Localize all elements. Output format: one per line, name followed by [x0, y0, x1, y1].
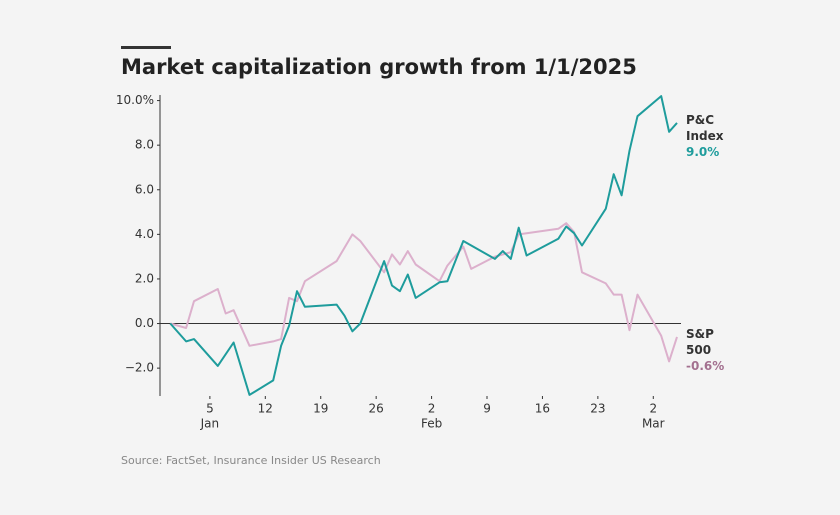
chart-title: Market capitalization growth from 1/1/20… [121, 55, 637, 79]
x-tick-label: 2 [428, 402, 436, 416]
legend-entry: S&P 500 [686, 326, 714, 357]
y-tick-label: 4.0 [135, 227, 154, 241]
source: Source: FactSet, Insurance Insider US Re… [121, 454, 381, 467]
legend-entry: P&C Index [686, 112, 724, 143]
month-label: Feb [421, 417, 442, 431]
series-line [170, 222, 678, 363]
x-tick-label: 23 [590, 402, 605, 416]
x-tick-label: 16 [535, 402, 550, 416]
y-tick-label: 8.0 [135, 138, 154, 152]
month-label: Mar [642, 417, 665, 431]
x-tick-label: 12 [258, 402, 273, 416]
y-tick-label: −2.0 [125, 361, 154, 375]
end-value-label: 9.0% [686, 144, 720, 159]
month-label: Jan [200, 417, 220, 431]
x-tick-label: 19 [313, 402, 328, 416]
y-tick-label: 10.0% [116, 93, 154, 107]
x-tick-label: 2 [649, 402, 657, 416]
y-tick-label: 6.0 [135, 182, 154, 196]
series-line [169, 95, 678, 396]
y-tick-label: 0.0 [135, 316, 154, 330]
x-tick-label: 9 [483, 402, 491, 416]
title-accent [121, 46, 171, 49]
x-tick-label: 26 [369, 402, 384, 416]
y-tick-label: 2.0 [135, 271, 154, 285]
end-value-label: -0.6% [686, 358, 725, 373]
x-tick-label: 5 [206, 402, 214, 416]
